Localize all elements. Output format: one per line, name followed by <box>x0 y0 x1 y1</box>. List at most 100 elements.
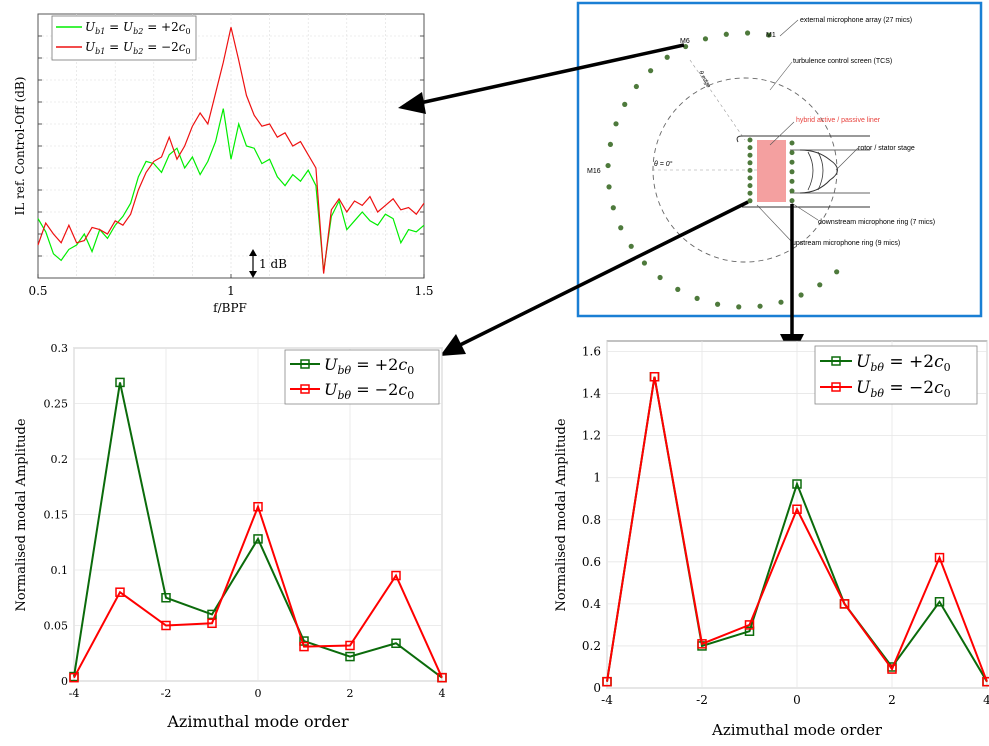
upstream-mic-dot <box>747 175 753 181</box>
il-y-ticks <box>38 35 424 257</box>
right-ticks: -4 -2 0 2 4 0 0.2 0.4 0.6 0.8 1 1.2 1.4 1.6 <box>582 345 989 707</box>
y-tick-label: 1 <box>593 471 601 485</box>
y-tick-label: 1.6 <box>582 345 601 359</box>
series-line-plus <box>73 382 443 679</box>
data-marker <box>391 570 401 581</box>
external-mic-dot <box>714 301 721 307</box>
one-db-label: 1 dB <box>259 257 287 271</box>
x-tick-label: 2 <box>888 693 896 707</box>
upstream-mic-dot <box>747 198 753 204</box>
upstream-mic-dot <box>747 152 753 158</box>
left-legend: Ubθ = +2c0 Ubθ = −2c0 <box>284 349 440 405</box>
rotor-outline <box>799 149 838 194</box>
data-marker <box>161 593 171 603</box>
data-marker <box>253 534 263 544</box>
upstream-mic-dot <box>747 145 753 151</box>
external-mic-dot <box>657 274 663 281</box>
data-marker <box>649 372 660 382</box>
external-mic-dot <box>744 30 751 36</box>
external-mic-dot <box>605 162 611 169</box>
external-mic-dot <box>648 68 654 74</box>
il-legend: Ub1 = Ub2 = +2c0 Ub1 = Ub2 = −2c0 <box>51 15 197 61</box>
external-mic-dot <box>723 31 729 37</box>
downstream-mic-dot <box>789 150 795 156</box>
data-marker <box>839 599 850 609</box>
x-tick-label: 0 <box>255 687 262 700</box>
x-tick-label: 4 <box>439 687 446 700</box>
y-tick-label: 0.6 <box>582 555 601 569</box>
right-y-axis-label: Normalised modal Amplitude <box>554 418 569 611</box>
downstream-mic-dot <box>789 140 795 146</box>
series-line-minus <box>606 376 988 683</box>
data-marker <box>299 641 309 652</box>
external-mic-dot <box>778 299 784 305</box>
y-tick-label: 0.05 <box>44 620 69 633</box>
y-tick-label: 0.8 <box>582 513 601 527</box>
data-marker <box>161 620 171 631</box>
left-ticks: -4 -2 0 2 4 0 0.05 0.1 0.15 0.2 0.25 0.3 <box>44 342 446 700</box>
right-legend-label-minus: Ubθ = −2c0 <box>856 378 951 400</box>
upstream-mic-dot <box>747 137 753 143</box>
x-tick-label: 0 <box>793 693 801 707</box>
y-tick-label: 0.2 <box>582 639 601 653</box>
il-y-axis-label: IL ref. Control-Off (dB) <box>13 77 27 216</box>
upstream-mic-dot <box>747 160 753 166</box>
external-mic-dot <box>607 141 614 148</box>
downstream-mic-dot <box>789 178 795 184</box>
data-marker <box>887 664 897 674</box>
label-liner: hybrid active / passive liner <box>796 117 881 124</box>
external-mic-dot <box>641 260 648 266</box>
left-x-axis-label: Azimuthal mode order <box>166 712 349 731</box>
y-tick-label: 1.4 <box>582 387 601 401</box>
arrow-to-il-chart <box>419 43 685 105</box>
label-rotor: rotor / stator stage <box>858 145 915 152</box>
x-tick-label: -2 <box>696 693 708 707</box>
setup-schematic: external microphone array (27 mics) M1 M… <box>576 1 983 318</box>
label-downstream: downstream microphone ring (7 mics) <box>818 219 935 226</box>
il-x-ticks: 0.5 1 1.5 <box>28 274 434 298</box>
external-mic-dot <box>694 295 700 301</box>
y-tick-label: 0 <box>61 675 68 688</box>
y-tick-label: 1.2 <box>582 429 601 443</box>
left-y-axis-label: Normalised modal Amplitude <box>14 418 29 611</box>
y-tick-label: 0.2 <box>51 453 69 466</box>
left-modes-chart: -4 -2 0 2 4 0 0.05 0.1 0.15 0.2 0.25 0.3 Ubθ = +2c0… <box>14 342 447 731</box>
il-spectrum-chart: 0.5 1 1.5 Ub1 = Ub2 = +2c0 Ub1 = Ub2 = −2c… <box>13 13 434 315</box>
label-theta0: θ = 0° <box>654 160 673 168</box>
right-modes-chart: -4 -2 0 2 4 0 0.2 0.4 0.6 0.8 1 1.2 1.4 1.6 Ubθ = +2c… <box>554 340 989 739</box>
data-marker <box>934 597 945 607</box>
data-marker <box>602 676 612 687</box>
data-marker <box>115 587 125 597</box>
label-external-array: external microphone array (27 mics) <box>800 17 912 24</box>
il-series-lines <box>37 27 425 274</box>
x-tick-label: -4 <box>601 693 613 707</box>
label-m1: M1 <box>766 32 776 39</box>
data-marker <box>115 377 125 388</box>
external-mic-dot <box>798 292 804 298</box>
external-mic-dot <box>622 101 628 107</box>
y-tick-label: 0.1 <box>51 564 69 577</box>
data-marker <box>934 552 945 563</box>
y-tick-label: 0.15 <box>44 509 69 522</box>
external-mic-dot <box>834 269 840 275</box>
label-m6: M6 <box>680 38 690 45</box>
il-x-tick-label: 1.5 <box>414 284 433 298</box>
external-mic-dot <box>683 43 689 50</box>
data-marker <box>253 501 263 512</box>
external-mic-dot <box>702 36 709 42</box>
microphone-dots <box>605 30 840 310</box>
data-marker <box>697 639 707 649</box>
right-legend-label-plus: Ubθ = +2c0 <box>856 352 951 374</box>
external-mic-dot <box>757 303 763 309</box>
external-mic-dot <box>618 225 624 231</box>
il-series-plus <box>37 108 425 272</box>
data-marker <box>792 479 802 489</box>
data-marker <box>982 676 989 687</box>
data-marker <box>69 672 79 683</box>
label-m16: M16 <box>587 168 601 175</box>
il-legend-label-plus: Ub1 = Ub2 = +2c0 <box>85 20 191 36</box>
upstream-mic-dot <box>747 190 753 196</box>
x-tick-label: -2 <box>161 687 172 700</box>
upstream-mic-dot <box>747 167 753 173</box>
il-x-tick-label: 1 <box>227 284 235 298</box>
